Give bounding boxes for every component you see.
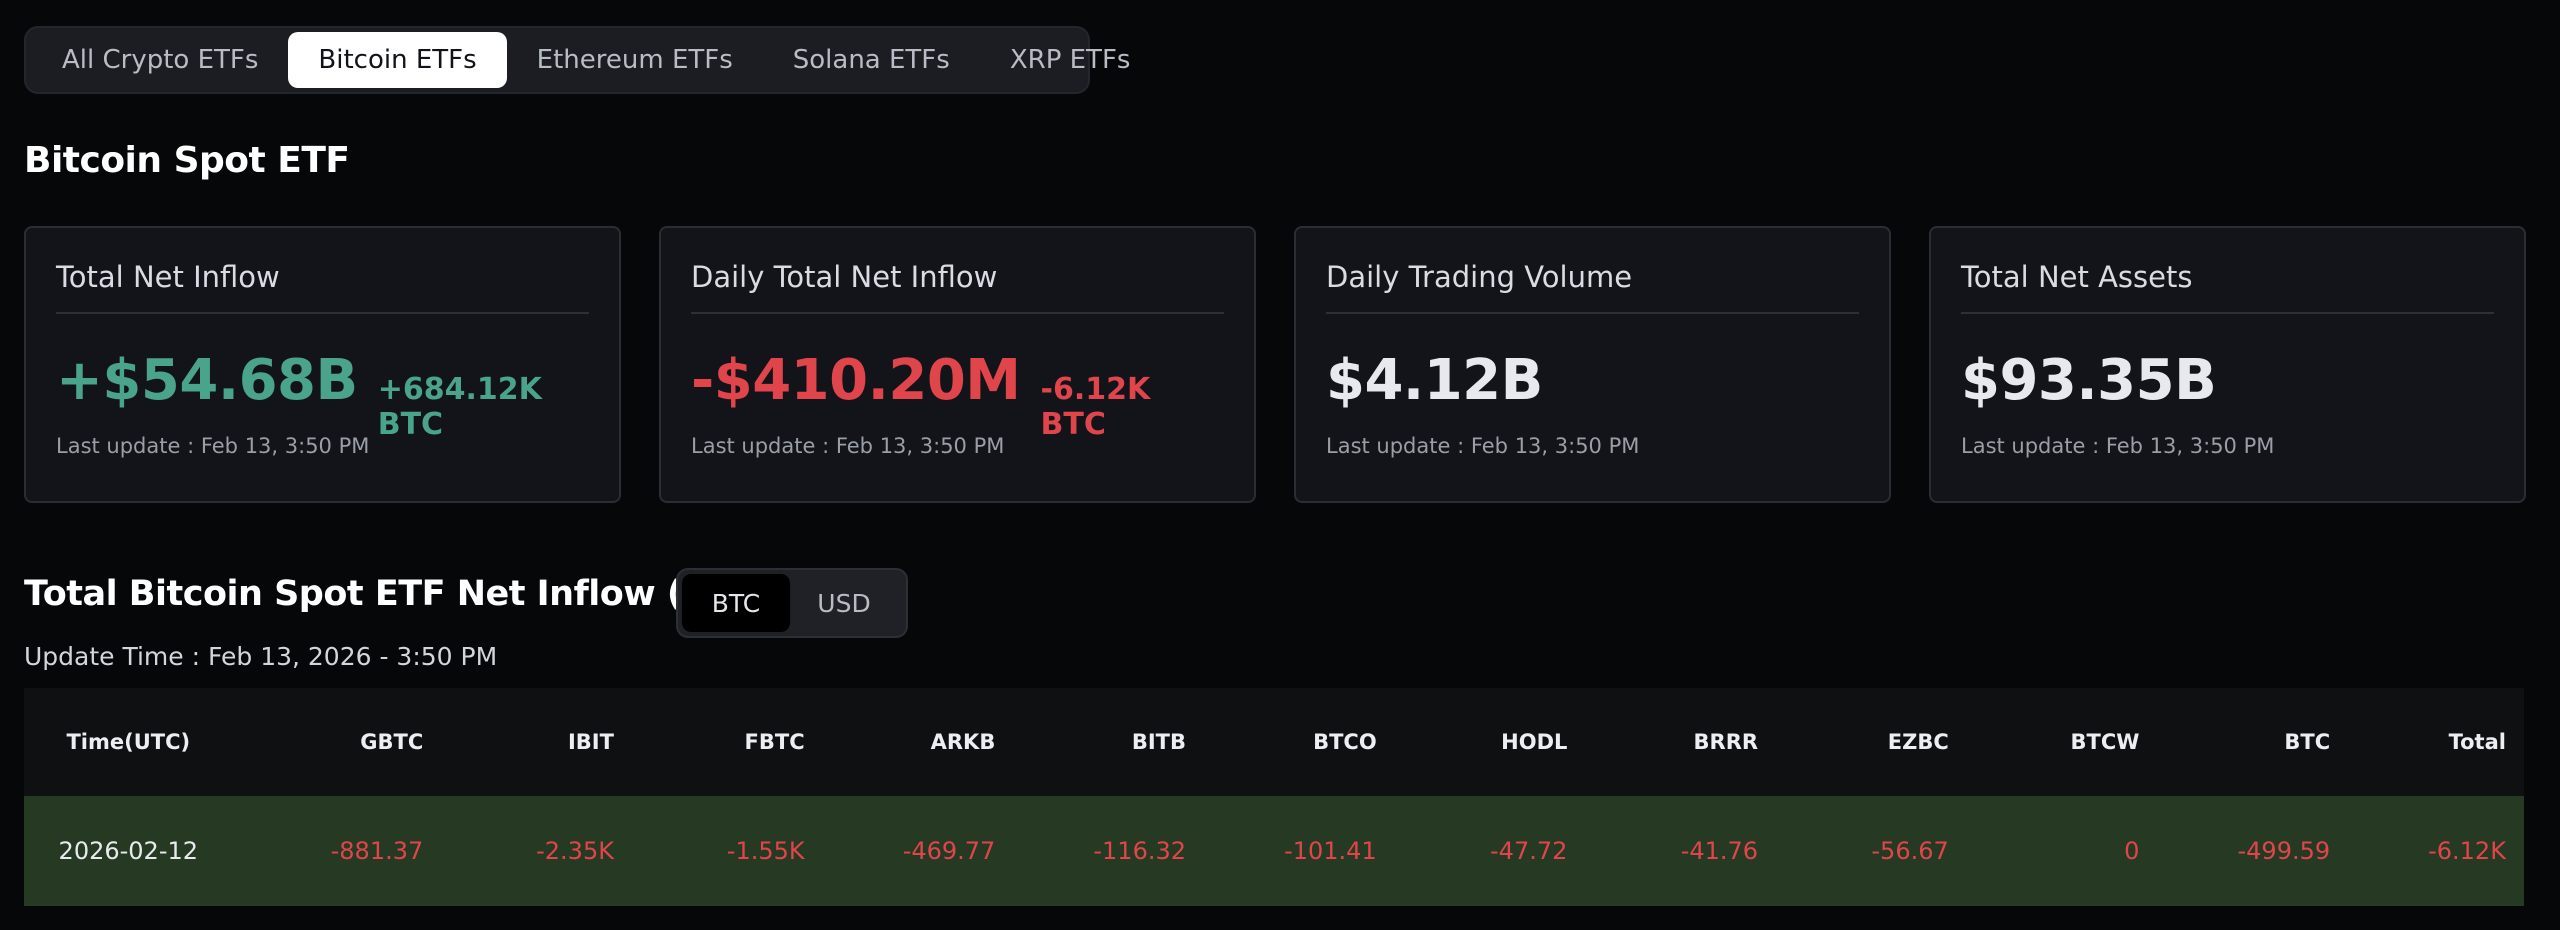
table-cell: 0 bbox=[2124, 837, 2140, 865]
card-value: +$54.68B bbox=[56, 348, 358, 413]
daily-trading-volume-card: Daily Trading Volume $4.12B Last update … bbox=[1294, 226, 1891, 503]
card-divider bbox=[56, 312, 589, 314]
table-row: 2026-02-12 -881.37 -2.35K -1.55K -469.77… bbox=[24, 796, 2524, 906]
table-cell: -1.55K bbox=[726, 837, 805, 865]
table-cell: -41.76 bbox=[1680, 837, 1759, 865]
stat-cards: Total Net Inflow +$54.68B +684.12K BTC L… bbox=[24, 226, 2526, 503]
table-cell: -101.41 bbox=[1284, 837, 1377, 865]
table-cell: -881.37 bbox=[330, 837, 424, 865]
net-inflow-title: Total Bitcoin Spot ETF Net Inflow (BTC) bbox=[24, 574, 773, 614]
card-divider bbox=[1326, 312, 1859, 314]
net-inflow-table: Time(UTC) GBTC IBIT FBTC ARKB BITB BTCO … bbox=[24, 688, 2524, 906]
card-divider bbox=[691, 312, 1224, 314]
card-title: Daily Total Net Inflow bbox=[691, 260, 998, 294]
unit-usd-button[interactable]: USD bbox=[817, 588, 871, 618]
card-values: -$410.20M -6.12K BTC bbox=[691, 348, 1224, 442]
card-divider bbox=[1961, 312, 2494, 314]
daily-total-net-inflow-card: Daily Total Net Inflow -$410.20M -6.12K … bbox=[659, 226, 1256, 503]
unit-btc-button[interactable]: BTC bbox=[682, 574, 790, 632]
tab-all-crypto-etfs[interactable]: All Crypto ETFs bbox=[62, 45, 259, 75]
column-header[interactable]: BTCW bbox=[2070, 730, 2140, 754]
table-cell: -469.77 bbox=[902, 837, 996, 865]
card-value: $93.35B bbox=[1961, 348, 2217, 413]
column-header[interactable]: BITB bbox=[1131, 730, 1187, 754]
table-cell: -56.67 bbox=[1871, 837, 1949, 865]
table-header-row: Time(UTC) GBTC IBIT FBTC ARKB BITB BTCO … bbox=[24, 688, 2524, 796]
column-header[interactable]: IBIT bbox=[567, 730, 614, 754]
table-cell: -499.59 bbox=[2237, 837, 2331, 865]
column-header[interactable]: FBTC bbox=[744, 730, 805, 754]
column-header[interactable]: BTC bbox=[2284, 730, 2331, 754]
section-title: Bitcoin Spot ETF bbox=[24, 140, 350, 181]
card-values: $93.35B bbox=[1961, 348, 2494, 418]
column-header[interactable]: HODL bbox=[1501, 730, 1568, 754]
tab-solana-etfs[interactable]: Solana ETFs bbox=[792, 45, 950, 75]
card-value: $4.12B bbox=[1326, 348, 1543, 413]
card-last-update: Last update : Feb 13, 3:50 PM bbox=[1326, 434, 1640, 458]
column-header[interactable]: GBTC bbox=[360, 730, 424, 754]
column-header[interactable]: BTCO bbox=[1313, 730, 1377, 754]
card-sub-value: -6.12K BTC bbox=[1040, 372, 1151, 442]
table-cell: -2.35K bbox=[536, 837, 614, 865]
total-net-assets-card: Total Net Assets $93.35B Last update : F… bbox=[1929, 226, 2526, 503]
card-title: Total Net Assets bbox=[1961, 260, 2193, 294]
card-last-update: Last update : Feb 13, 3:50 PM bbox=[691, 434, 1005, 458]
card-title: Daily Trading Volume bbox=[1326, 260, 1633, 294]
total-net-inflow-card: Total Net Inflow +$54.68B +684.12K BTC L… bbox=[24, 226, 621, 503]
tab-ethereum-etfs[interactable]: Ethereum ETFs bbox=[536, 45, 733, 75]
column-header[interactable]: Time(UTC) bbox=[66, 730, 191, 754]
card-last-update: Last update : Feb 13, 3:50 PM bbox=[1961, 434, 2275, 458]
card-title: Total Net Inflow bbox=[56, 260, 280, 294]
column-header[interactable]: BRRR bbox=[1693, 730, 1759, 754]
column-header[interactable]: Total bbox=[2448, 730, 2506, 754]
column-header[interactable]: EZBC bbox=[1887, 730, 1949, 754]
unit-toggle: BTC USD bbox=[676, 568, 908, 638]
update-time: Update Time : Feb 13, 2026 - 3:50 PM bbox=[24, 642, 498, 671]
table-cell-total: -6.12K bbox=[2428, 837, 2506, 865]
table-cell-date: 2026-02-12 bbox=[58, 837, 199, 865]
column-header[interactable]: ARKB bbox=[930, 730, 996, 754]
tab-bitcoin-etfs[interactable]: Bitcoin ETFs bbox=[288, 32, 507, 88]
card-values: +$54.68B +684.12K BTC bbox=[56, 348, 589, 442]
etf-category-tabs: All Crypto ETFs Bitcoin ETFs Ethereum ET… bbox=[24, 26, 1130, 94]
card-sub-value: +684.12K BTC bbox=[377, 372, 542, 442]
card-last-update: Last update : Feb 13, 3:50 PM bbox=[56, 434, 370, 458]
tab-xrp-etfs[interactable]: XRP ETFs bbox=[1009, 45, 1131, 75]
table-cell: -47.72 bbox=[1490, 837, 1568, 865]
card-value: -$410.20M bbox=[691, 348, 1021, 413]
card-values: $4.12B bbox=[1326, 348, 1859, 418]
table-cell: -116.32 bbox=[1093, 837, 1187, 865]
